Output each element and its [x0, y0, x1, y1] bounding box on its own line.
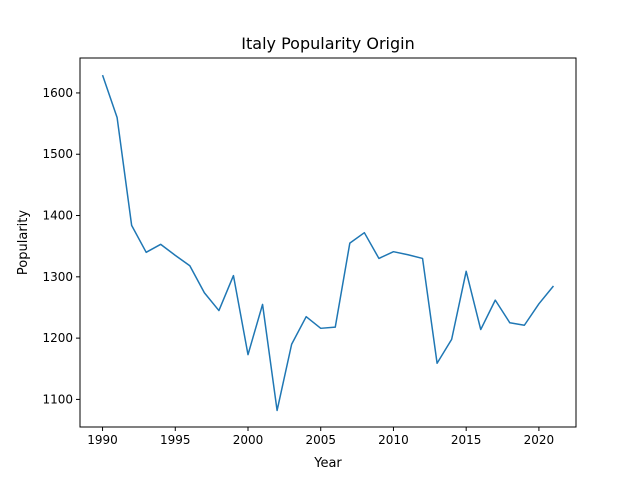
chart-title: Italy Popularity Origin	[241, 34, 414, 53]
x-tick-label: 2005	[305, 433, 336, 447]
x-tick-label: 2000	[233, 433, 264, 447]
plot-area	[79, 57, 577, 428]
y-axis-label: Popularity	[16, 210, 31, 275]
x-tick-label: 2015	[451, 433, 482, 447]
x-axis-label: Year	[313, 456, 342, 471]
x-tick-label: 2010	[378, 433, 409, 447]
x-axis-ticks: 1990 1995 2000 2005 2010 2015 2020	[87, 427, 554, 447]
y-axis-ticks: 1100 1200 1300 1400 1500 1600	[42, 86, 80, 406]
y-tick-label: 1300	[42, 270, 73, 284]
plot-frame	[79, 57, 577, 428]
y-tick-label: 1400	[42, 209, 73, 223]
x-tick-label: 1995	[160, 433, 191, 447]
y-tick-label: 1100	[42, 392, 73, 406]
x-tick-label: 2020	[524, 433, 555, 447]
series-line	[101, 74, 555, 412]
data-points	[102, 75, 554, 411]
y-tick-label: 1200	[42, 331, 73, 345]
x-tick-label: 1990	[87, 433, 118, 447]
y-tick-label: 1500	[42, 147, 73, 161]
y-tick-label: 1600	[42, 86, 73, 100]
